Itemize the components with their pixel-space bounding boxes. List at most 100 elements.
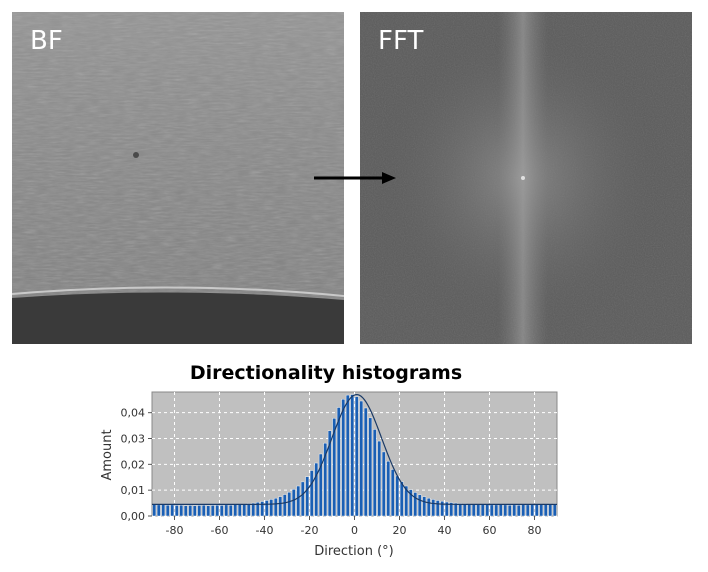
histogram-bar: [152, 504, 157, 517]
histogram-bar: [305, 476, 310, 517]
histogram-bar: [300, 481, 305, 517]
histogram-bar: [264, 500, 269, 517]
histogram-bar: [539, 504, 544, 517]
histogram-bar: [188, 505, 193, 517]
histogram-bar: [471, 504, 476, 517]
transform-arrow: [314, 172, 396, 184]
bf-label: BF: [30, 26, 63, 56]
histogram-bar: [323, 442, 328, 517]
histogram-bar: [224, 504, 229, 517]
histogram-bar: [381, 451, 386, 517]
histogram-bar: [336, 407, 341, 517]
y-tick-label: 0,03: [121, 433, 146, 446]
histogram-bar: [237, 504, 242, 517]
x-tick-label: 20: [393, 524, 407, 537]
histogram-bar: [368, 417, 373, 517]
histogram-bar: [354, 396, 359, 517]
histogram-bar: [440, 501, 445, 517]
histogram-bar: [390, 469, 395, 517]
histogram-bar: [386, 461, 391, 517]
histogram-bar: [395, 475, 400, 517]
y-tick-label: 0,02: [121, 458, 146, 471]
histogram-bar: [179, 504, 184, 517]
histogram-bar: [525, 504, 530, 517]
histogram-bar: [516, 504, 521, 517]
histogram-bar: [435, 500, 440, 517]
directionality-chart: Directionality histograms 0,000,010,020,…: [100, 362, 558, 559]
histogram-bar: [467, 503, 472, 517]
gaussian-fit-line: [152, 393, 557, 505]
histogram-bars: [152, 394, 557, 517]
histogram-bar: [512, 504, 517, 517]
histogram-bar: [399, 481, 404, 517]
histogram-bar: [282, 494, 287, 517]
histogram-bar: [210, 505, 215, 517]
histogram-bar: [174, 505, 179, 517]
histogram-bar: [192, 505, 197, 517]
histogram-bar: [327, 430, 332, 517]
histogram-bar: [156, 504, 161, 517]
histogram-bar: [183, 505, 188, 517]
x-tick-label: -20: [301, 524, 319, 537]
histogram-bar: [552, 503, 557, 517]
histogram-bar: [165, 504, 170, 517]
histogram-bar: [341, 399, 346, 517]
histogram-bar: [462, 503, 467, 517]
histogram-bar: [530, 504, 535, 517]
y-axis-ticks: 0,00 0,01 0,02 0,03 0,04: [121, 407, 152, 523]
histogram-bar: [350, 394, 355, 517]
histogram-bar: [291, 489, 296, 517]
arrow-head: [382, 172, 396, 184]
histogram-bar: [345, 394, 350, 517]
histogram-bar: [408, 489, 413, 517]
histogram-bar: [318, 453, 323, 517]
histogram-bar: [161, 504, 166, 517]
histogram-bar: [233, 504, 238, 517]
histogram-bar: [206, 505, 211, 517]
histogram-bar: [494, 504, 499, 517]
histogram-bar: [521, 504, 526, 517]
histogram-bar: [377, 440, 382, 517]
histogram-bar: [453, 502, 458, 517]
histogram-bar: [309, 470, 314, 517]
histogram-bar: [431, 499, 436, 517]
histogram-bar: [332, 418, 337, 517]
histogram-bar: [170, 504, 175, 517]
histogram-bar: [503, 504, 508, 517]
histogram-bar: [485, 504, 490, 517]
y-tick-label: 0,04: [121, 407, 146, 420]
histogram-bar: [426, 497, 431, 517]
fft-image-panel: FFT: [360, 12, 692, 344]
histogram-bar: [215, 504, 220, 517]
histogram-bar: [273, 497, 278, 517]
histogram-bar: [201, 504, 206, 517]
histogram-bar: [404, 485, 409, 517]
histogram-bar: [480, 504, 485, 517]
x-tick-label: 80: [528, 524, 542, 537]
x-tick-label: -80: [166, 524, 184, 537]
histogram-bar: [449, 502, 454, 517]
x-axis-ticks: -80 -60 -40 -20 0 20 40 60 80: [166, 516, 542, 537]
histogram-bar: [543, 504, 548, 517]
histogram-bar: [251, 502, 256, 517]
histogram-bar: [287, 492, 292, 517]
histogram-bar: [372, 429, 377, 517]
y-axis-label: Amount: [100, 429, 115, 480]
histogram-bar: [197, 505, 202, 517]
histogram-bar: [296, 485, 301, 517]
histogram-bar: [246, 503, 251, 517]
x-axis-label: Direction (°): [314, 544, 394, 559]
bf-micrograph: [12, 12, 344, 344]
histogram-bar: [476, 504, 481, 517]
fft-label: FFT: [378, 26, 424, 56]
histogram-bar: [228, 504, 233, 517]
histogram-bar: [278, 496, 283, 517]
histogram-bar: [458, 503, 463, 517]
x-tick-label: 0: [351, 524, 358, 537]
x-tick-label: 40: [438, 524, 452, 537]
fft-spectrum: [360, 12, 692, 344]
histogram-bar: [314, 462, 319, 517]
y-tick-label: 0,00: [121, 510, 146, 523]
histogram-bar: [255, 502, 260, 517]
histogram-bar: [363, 407, 368, 517]
